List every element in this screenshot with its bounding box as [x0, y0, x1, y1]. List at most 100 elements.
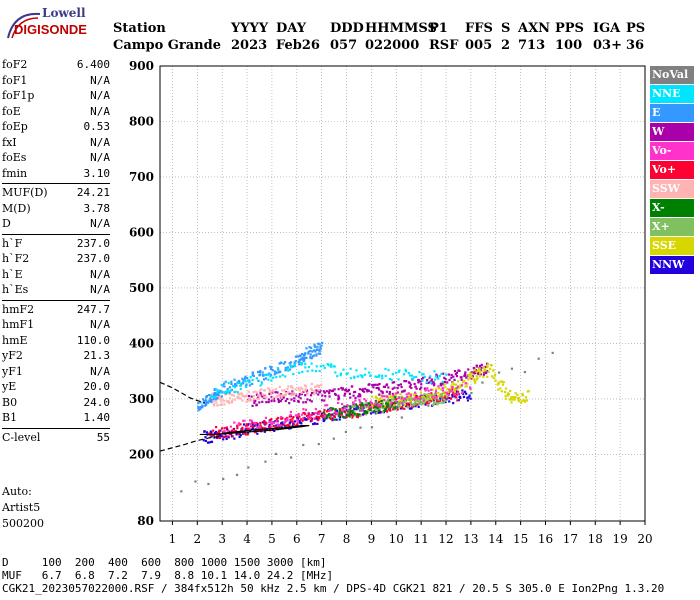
data-point [383, 395, 386, 398]
data-point [245, 423, 248, 426]
data-point [306, 398, 309, 401]
data-point [396, 391, 399, 394]
data-point [270, 425, 273, 428]
data-point [249, 376, 252, 379]
data-point [473, 381, 477, 384]
data-point [504, 397, 507, 400]
data-point [521, 392, 524, 395]
data-point [473, 379, 476, 382]
data-point [314, 422, 317, 425]
data-point [216, 392, 219, 395]
data-point [307, 352, 310, 355]
data-point [329, 414, 332, 417]
data-point [498, 371, 501, 374]
data-point [444, 400, 447, 404]
header-col-label: PPS [555, 21, 584, 36]
data-point [314, 408, 317, 411]
data-point [444, 395, 447, 398]
data-point [356, 375, 359, 378]
data-point [486, 365, 489, 368]
data-point [250, 419, 254, 422]
data-point [241, 377, 244, 380]
data-point [241, 394, 244, 397]
data-point [338, 413, 341, 416]
data-point [437, 394, 440, 398]
data-point [377, 409, 380, 412]
data-point [345, 405, 348, 408]
data-point [277, 394, 280, 397]
data-point [450, 390, 453, 393]
data-point [421, 403, 424, 406]
data-point [230, 380, 233, 383]
param-name: foE [2, 104, 21, 118]
data-point [402, 390, 405, 393]
data-point [394, 406, 397, 409]
data-point [399, 401, 402, 404]
data-point [394, 393, 398, 396]
data-point [320, 383, 323, 386]
data-point [428, 397, 431, 401]
param-row: foF1 N/A [2, 74, 110, 90]
data-point [366, 406, 369, 409]
data-point [282, 393, 285, 397]
data-point [272, 389, 275, 392]
data-point [217, 434, 220, 437]
data-point [446, 396, 449, 399]
data-point [297, 395, 300, 398]
data-point [512, 395, 515, 399]
data-point [216, 391, 219, 394]
data-point [418, 399, 421, 402]
data-point [289, 361, 293, 364]
data-point [353, 407, 356, 411]
data-point [256, 425, 259, 428]
param-row: fmin 3.10 [2, 167, 110, 183]
data-point [239, 392, 242, 395]
data-point [301, 356, 304, 359]
data-point [241, 427, 244, 431]
data-point [205, 431, 208, 434]
data-point [504, 394, 507, 397]
data-point [282, 362, 285, 365]
data-point [375, 407, 378, 410]
data-point [267, 373, 270, 376]
param-row: C-level 55 [2, 431, 110, 447]
data-point [429, 399, 432, 402]
param-value: N/A [90, 283, 110, 296]
param-value: 20.0 [83, 380, 111, 393]
data-point [204, 439, 207, 443]
data-point [353, 410, 356, 413]
data-point [323, 408, 326, 412]
data-point [300, 363, 303, 366]
data-point [390, 396, 393, 399]
data-point [393, 404, 396, 407]
data-point [478, 375, 481, 378]
header-col-label: HHMMSS [365, 21, 437, 36]
data-point [283, 389, 286, 392]
data-point [416, 403, 419, 406]
data-point [337, 388, 340, 391]
header-col-value: 36 [626, 38, 645, 53]
data-point [496, 383, 499, 386]
param-name: MUF(D) [2, 186, 48, 199]
data-point [301, 387, 304, 390]
data-point [284, 361, 287, 364]
data-point [334, 411, 337, 414]
data-point [382, 406, 385, 410]
data-point [375, 402, 379, 405]
data-point [222, 438, 225, 441]
param-name: B1 [2, 411, 18, 424]
header-col-value: 2023 [231, 38, 268, 53]
data-point [406, 395, 409, 399]
data-point [258, 394, 262, 397]
data-point [218, 436, 222, 440]
param-row: yE 20.0 [2, 380, 110, 396]
data-point [316, 345, 319, 348]
data-point [265, 396, 268, 399]
data-point [197, 409, 200, 412]
data-point [290, 398, 293, 401]
data-point [365, 402, 368, 405]
data-point [407, 371, 410, 375]
data-point [487, 363, 490, 366]
data-point [398, 400, 401, 403]
data-point [294, 360, 297, 363]
